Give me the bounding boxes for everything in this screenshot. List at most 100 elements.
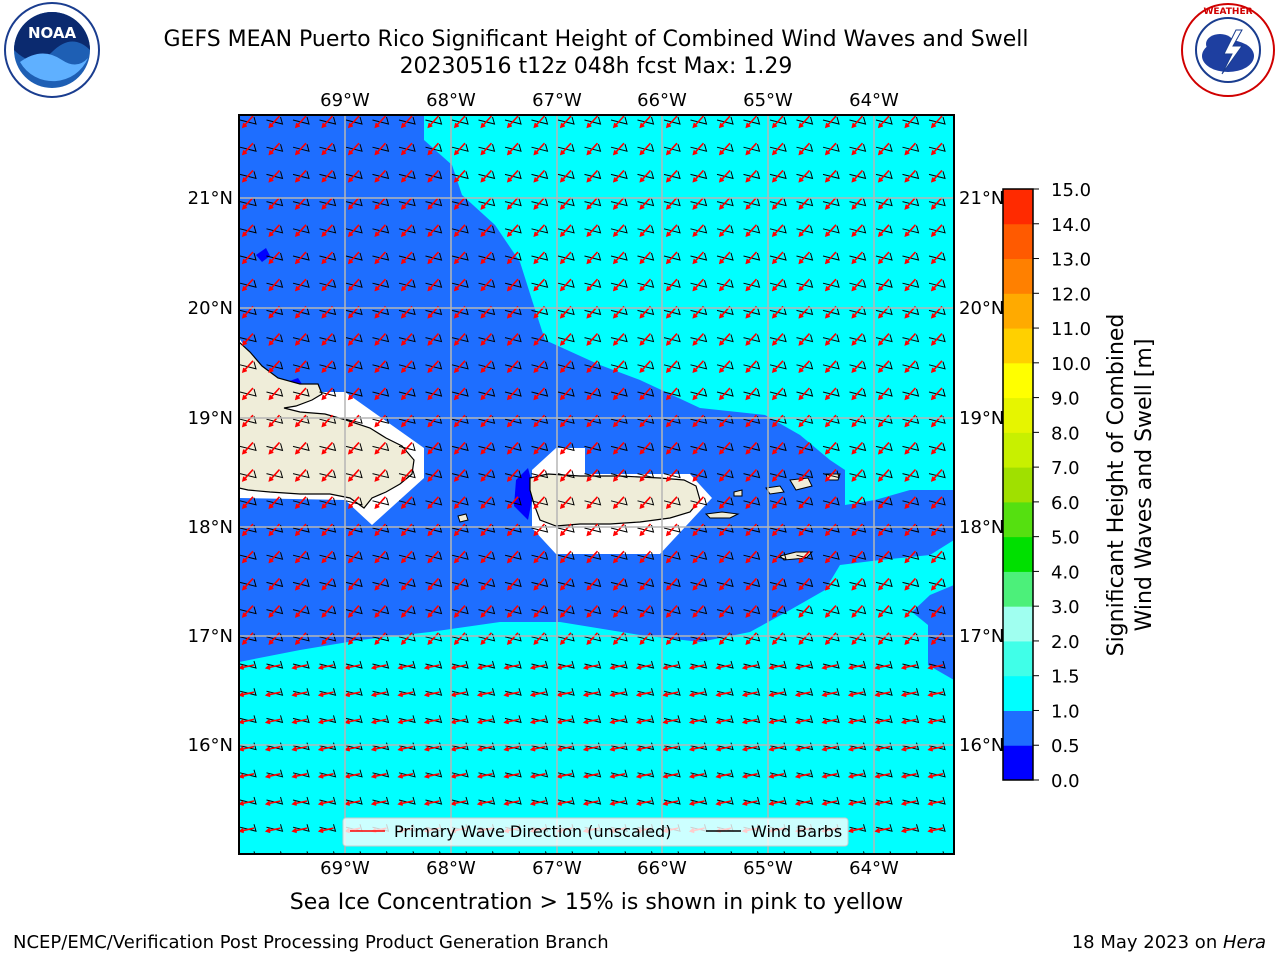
wave-direction-arrow <box>559 251 572 265</box>
wave-direction-arrow <box>959 143 969 154</box>
wind-barb <box>796 225 814 234</box>
wave-direction-arrow <box>904 577 917 591</box>
wave-direction-arrow <box>930 605 943 618</box>
wave-direction-arrow <box>612 496 625 510</box>
wave-direction-arrow <box>268 387 281 401</box>
wave-direction-arrow <box>533 550 546 564</box>
wave-direction-arrow <box>798 577 811 591</box>
wind-barb <box>345 361 363 370</box>
wave-direction-arrow <box>317 827 334 834</box>
wave-direction-arrow <box>771 441 784 455</box>
wave-direction-arrow <box>877 469 890 482</box>
wind-barb <box>637 307 655 316</box>
wind-barb <box>372 388 390 397</box>
wave-direction-arrow <box>506 197 519 210</box>
wind-barb <box>451 606 469 615</box>
wave-direction-arrow <box>586 469 599 482</box>
wave-direction-arrow <box>688 773 705 779</box>
wave-direction-arrow <box>824 496 837 510</box>
wind-barb <box>292 579 310 588</box>
wave-direction-arrow <box>771 333 784 346</box>
wave-direction-arrow <box>347 169 360 183</box>
wind-barb <box>822 579 840 588</box>
wind-barb <box>557 688 575 696</box>
wave-direction-arrow <box>771 115 784 129</box>
wave-direction-arrow <box>665 469 678 482</box>
wave-direction-arrow <box>480 387 493 401</box>
wave-direction-arrow <box>450 745 467 752</box>
wave-direction-arrow <box>533 115 546 129</box>
wave-direction-arrow <box>715 718 732 725</box>
wave-direction-arrow <box>453 632 466 646</box>
wave-direction-arrow <box>533 387 546 401</box>
wave-direction-arrow <box>639 387 652 401</box>
wind-barb <box>372 606 390 615</box>
wave-direction-arrow <box>768 800 785 806</box>
wind-barb <box>928 334 946 343</box>
wind-barb <box>663 280 681 288</box>
wind-barb <box>716 307 734 316</box>
wave-direction-arrow <box>904 632 917 646</box>
wave-direction-arrow <box>427 197 440 210</box>
wind-barb <box>504 116 522 125</box>
wind-barb <box>398 144 416 152</box>
wind-barb <box>796 796 814 805</box>
wind-barb <box>796 606 814 615</box>
wave-direction-arrow <box>798 224 811 238</box>
wave-direction-arrow <box>294 414 307 428</box>
wind-barb <box>690 280 708 288</box>
wave-direction-arrow <box>612 605 625 618</box>
lon-label-top: 64°W <box>849 90 899 111</box>
map-legend: Primary Wave Direction (unscaled) Wind B… <box>342 817 849 847</box>
wave-direction-arrow <box>930 550 943 564</box>
wave-direction-arrow <box>904 115 917 129</box>
wind-barb <box>425 606 443 615</box>
wind-barb <box>716 470 734 479</box>
colorbar-swatch <box>1003 710 1033 746</box>
wind-barb <box>584 388 602 397</box>
wave-direction-arrow <box>688 691 705 698</box>
wind-barb <box>292 280 310 288</box>
wave-direction-arrow <box>294 333 307 346</box>
wave-direction-arrow <box>692 169 705 183</box>
noaa-logo-text: NOAA <box>28 24 77 42</box>
colorbar-swatch <box>1003 189 1033 225</box>
wind-barb <box>398 388 416 397</box>
wind-barb <box>796 144 814 152</box>
wind-barb <box>610 497 628 506</box>
wind-barb <box>584 144 602 152</box>
wave-direction-arrow <box>851 360 864 374</box>
wave-direction-arrow <box>503 664 520 670</box>
wave-direction-arrow <box>718 387 731 401</box>
wind-barb <box>956 797 972 804</box>
wind-barb <box>531 307 549 316</box>
wind-barb <box>822 470 840 479</box>
wave-direction-arrow <box>715 664 732 670</box>
wave-direction-arrow <box>423 745 440 752</box>
wind-barb <box>531 579 549 588</box>
colorbar-swatch <box>1003 397 1033 433</box>
colorbar-tick-label: 7.0 <box>1051 458 1080 479</box>
wind-barb <box>637 688 655 696</box>
wave-direction-arrow <box>904 387 917 401</box>
wave-direction-arrow <box>794 691 811 698</box>
wave-direction-arrow <box>370 718 387 725</box>
wave-direction-arrow <box>662 800 679 806</box>
wave-direction-arrow <box>397 718 414 725</box>
wave-direction-arrow <box>639 115 652 129</box>
wave-direction-arrow <box>582 745 599 752</box>
wind-barb <box>637 497 655 506</box>
wave-direction-arrow <box>480 278 493 292</box>
wave-direction-arrow <box>639 605 652 618</box>
wind-barb <box>875 497 893 506</box>
wind-barb <box>239 252 257 261</box>
wind-barb <box>743 579 761 588</box>
wave-direction-arrow <box>821 773 838 779</box>
wind-barb <box>690 361 708 370</box>
wind-barb <box>610 606 628 615</box>
wave-direction-arrow <box>529 773 546 779</box>
wave-direction-arrow <box>635 691 652 698</box>
wind-barb <box>637 144 655 152</box>
wind-barb <box>266 796 284 805</box>
